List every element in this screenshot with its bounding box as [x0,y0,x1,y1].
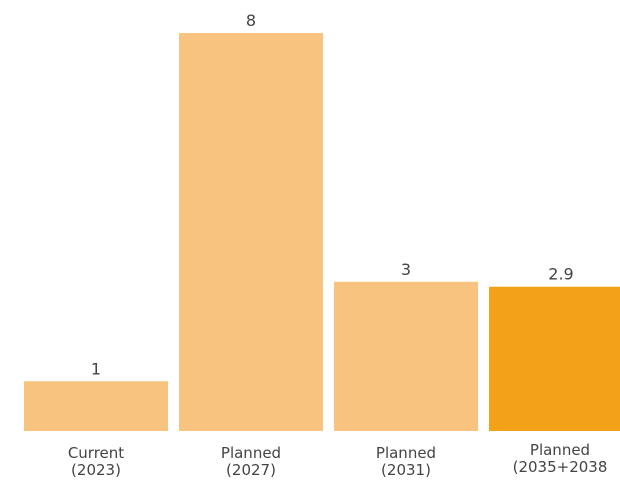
category-label-2-line-1: Planned [221,444,281,462]
value-labels-group: 1 8 3 2.9 [91,11,574,378]
category-label-4-line-2: (2035+2038 [513,458,608,476]
bar-1 [24,381,168,431]
value-label-2: 8 [246,11,256,30]
bars-group [24,33,620,431]
bar-4 [489,286,620,431]
category-label-4-line-1: Planned [530,441,590,459]
value-label-1: 1 [91,359,101,378]
value-label-4: 2.9 [548,265,573,284]
category-labels-group: Current(2023)Planned(2027)Planned(2031)P… [68,441,608,479]
category-label-1-line-1: Current [68,444,124,462]
category-label-1-line-2: (2023) [71,461,121,479]
category-label-3-line-2: (2031) [381,461,431,479]
category-label-3-line-1: Planned [376,444,436,462]
bar-2 [179,33,323,431]
bar-3 [334,281,478,431]
category-label-2-line-2: (2027) [226,461,276,479]
value-label-3: 3 [401,260,411,279]
